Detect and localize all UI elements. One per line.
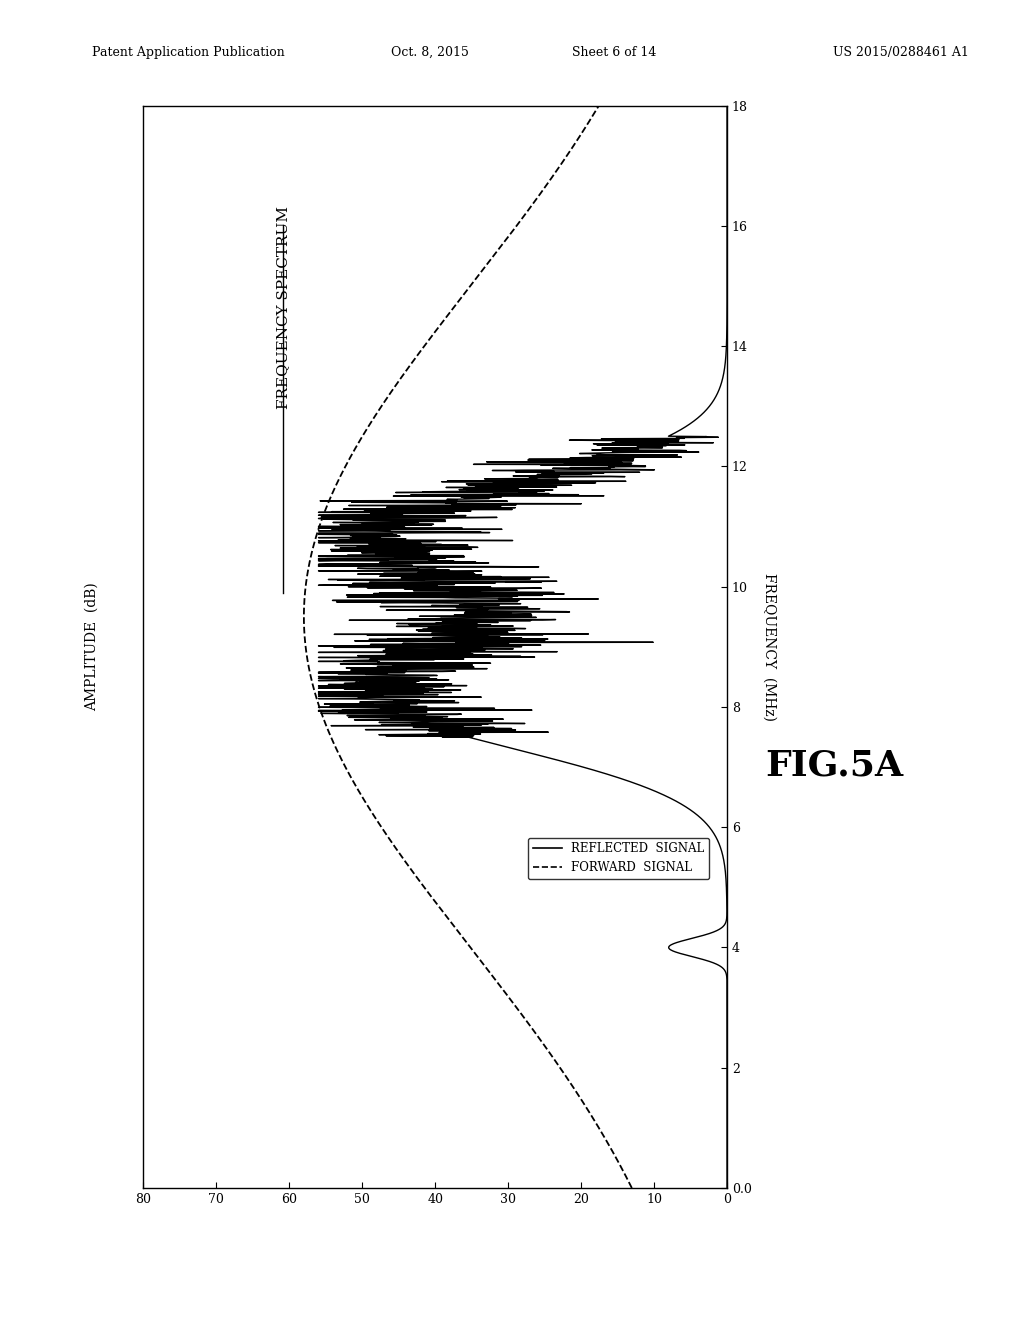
FORWARD  SIGNAL bbox=[497, 235, 509, 251]
REFLECTED  SIGNAL bbox=[721, 235, 733, 251]
Text: Sheet 6 of 14: Sheet 6 of 14 bbox=[572, 46, 656, 59]
Line: REFLECTED  SIGNAL: REFLECTED SIGNAL bbox=[318, 106, 727, 1188]
FORWARD  SIGNAL bbox=[593, 98, 605, 114]
Y-axis label: FREQUENCY  (MHz): FREQUENCY (MHz) bbox=[763, 573, 777, 721]
REFLECTED  SIGNAL bbox=[597, 766, 609, 781]
REFLECTED  SIGNAL bbox=[721, 98, 733, 114]
FORWARD  SIGNAL bbox=[552, 1056, 564, 1072]
FORWARD  SIGNAL bbox=[626, 1180, 638, 1196]
Line: FORWARD  SIGNAL: FORWARD SIGNAL bbox=[304, 106, 632, 1188]
FORWARD  SIGNAL bbox=[321, 718, 333, 734]
REFLECTED  SIGNAL bbox=[721, 119, 733, 135]
REFLECTED  SIGNAL bbox=[455, 718, 467, 734]
REFLECTED  SIGNAL bbox=[721, 1056, 733, 1072]
REFLECTED  SIGNAL bbox=[721, 1180, 733, 1196]
Legend: REFLECTED  SIGNAL, FORWARD  SIGNAL: REFLECTED SIGNAL, FORWARD SIGNAL bbox=[527, 838, 710, 879]
Text: FREQUENCY SPECTRUM: FREQUENCY SPECTRUM bbox=[276, 206, 291, 409]
Text: FIG.5A: FIG.5A bbox=[766, 748, 903, 783]
Text: Patent Application Publication: Patent Application Publication bbox=[92, 46, 285, 59]
Text: Oct. 8, 2015: Oct. 8, 2015 bbox=[391, 46, 469, 59]
FORWARD  SIGNAL bbox=[505, 993, 517, 1008]
REFLECTED  SIGNAL bbox=[721, 993, 733, 1008]
FORWARD  SIGNAL bbox=[342, 766, 354, 781]
Text: AMPLITUDE  (dB): AMPLITUDE (dB) bbox=[85, 582, 99, 711]
FORWARD  SIGNAL bbox=[580, 119, 592, 135]
Text: US 2015/0288461 A1: US 2015/0288461 A1 bbox=[834, 46, 969, 59]
